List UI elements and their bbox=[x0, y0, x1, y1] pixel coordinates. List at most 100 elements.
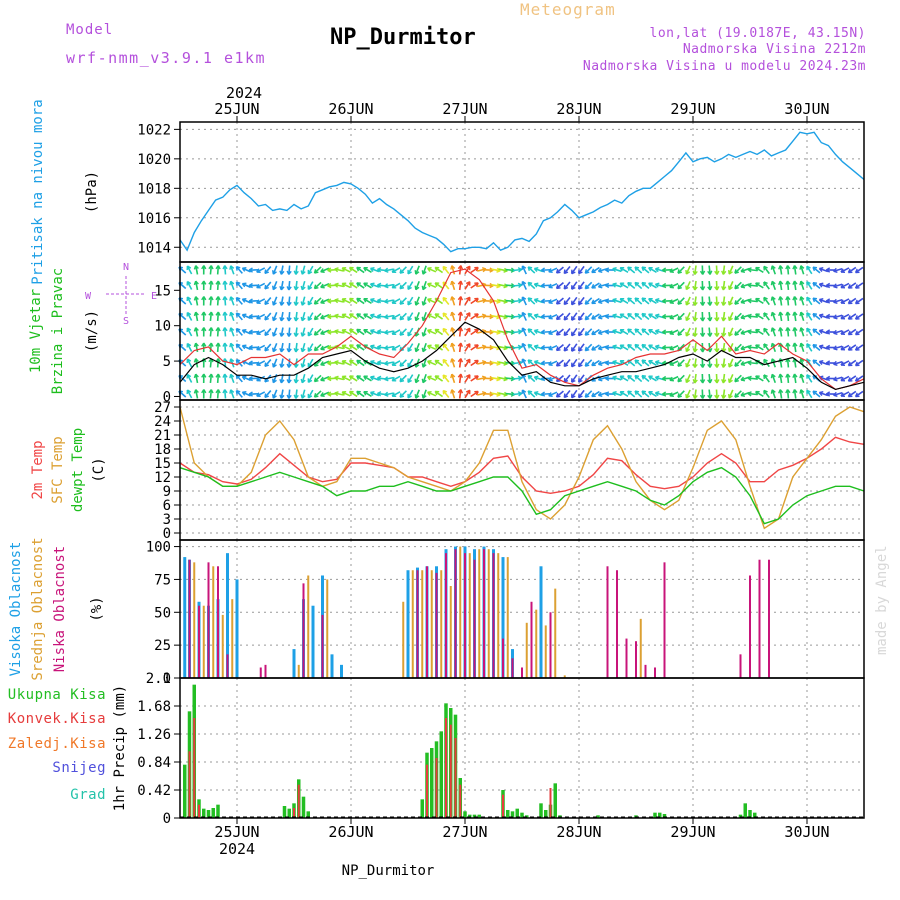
niska-bar bbox=[464, 553, 466, 678]
ytick-label: 21 bbox=[154, 428, 171, 444]
footer-station: NP_Durmitor bbox=[342, 863, 435, 879]
ytick-label: 3 bbox=[163, 512, 171, 528]
clouds-frame bbox=[180, 540, 864, 678]
niska-bar bbox=[189, 560, 191, 678]
ytick-label: 50 bbox=[154, 605, 171, 621]
pressure-frame bbox=[180, 122, 864, 262]
srednja-bar bbox=[231, 599, 233, 678]
visoka-ylabel: Visoka Oblacnost bbox=[8, 542, 24, 677]
srednja-bar bbox=[421, 570, 423, 678]
ytick-label: 1020 bbox=[137, 152, 171, 168]
model-elevation-label: Nadmorska Visina u modelu 2024.23m bbox=[583, 59, 866, 74]
ytick-label: 9 bbox=[163, 484, 171, 500]
konvek-legend: Konvek.Kisa bbox=[8, 711, 106, 727]
compass-e: E bbox=[151, 291, 157, 302]
niska-bar bbox=[217, 566, 219, 678]
niska-ylabel: Niska Oblacnost bbox=[52, 546, 68, 672]
xtick-label-bottom: 29JUN bbox=[670, 823, 715, 841]
ukupna-bar bbox=[744, 803, 748, 818]
ytick-label: 10 bbox=[154, 319, 171, 335]
niska-bar bbox=[260, 667, 262, 678]
ytick-label: 1.68 bbox=[137, 699, 171, 715]
konvek-bar bbox=[445, 718, 447, 818]
precip-unit: 1hr Precip (mm) bbox=[112, 685, 128, 811]
temp2m-ylabel: 2m Temp bbox=[30, 440, 46, 499]
ukupna-bar bbox=[421, 799, 425, 818]
konvek-bar bbox=[550, 788, 552, 818]
precip-frame bbox=[180, 678, 864, 818]
ukupna-legend: Ukupna Kisa bbox=[8, 687, 106, 703]
srednja-bar bbox=[193, 562, 195, 678]
ytick-label: 1018 bbox=[137, 181, 171, 197]
xtick-label-top: 25JUN bbox=[214, 100, 259, 118]
xtick-label-bottom: 27JUN bbox=[442, 823, 487, 841]
konvek-bar bbox=[502, 795, 504, 818]
konvek-bar bbox=[189, 751, 191, 818]
clouds-unit: (%) bbox=[89, 596, 105, 621]
niska-bar bbox=[198, 606, 200, 678]
sfc-line bbox=[180, 407, 864, 528]
konvek-bar bbox=[450, 725, 452, 818]
konvek-bar bbox=[436, 758, 438, 818]
ylabels-group: Pritisak na nivou mora (hPa)10m Vjetar Brz… bbox=[8, 99, 128, 811]
wind-ylabel-1: 10m Vjetar bbox=[28, 289, 44, 373]
niska-bar bbox=[521, 667, 523, 678]
pressure-line bbox=[180, 132, 864, 251]
sfc-ylabel: SFC Temp bbox=[50, 436, 66, 503]
xtick-label-bottom: 25JUN bbox=[214, 823, 259, 841]
model-name: wrf-nmm_v3.9.1 e1km bbox=[66, 49, 266, 67]
visoka-bar bbox=[540, 566, 543, 678]
konvek-bar bbox=[298, 785, 300, 818]
ytick-label: 27 bbox=[154, 400, 171, 416]
niska-bar bbox=[531, 602, 533, 678]
ukupna-bar bbox=[506, 810, 510, 818]
srednja-bar bbox=[402, 602, 404, 678]
ukupna-bar bbox=[216, 805, 220, 818]
ytick-label: 75 bbox=[154, 572, 171, 588]
year-bottom: 2024 bbox=[219, 840, 255, 858]
compass-s: S bbox=[123, 316, 129, 327]
niska-bar bbox=[664, 562, 666, 678]
xtick-label-top: 28JUN bbox=[556, 100, 601, 118]
niska-bar bbox=[417, 570, 419, 678]
niska-bar bbox=[265, 665, 267, 678]
srednja-bar bbox=[326, 579, 328, 678]
niska-bar bbox=[426, 566, 428, 678]
ytick-label: 1016 bbox=[137, 211, 171, 227]
ytick-label: 0.84 bbox=[137, 755, 171, 771]
compass-w: W bbox=[85, 291, 92, 302]
xtick-label-bottom: 26JUN bbox=[328, 823, 373, 841]
coords-label: lon,lat (19.0187E, 43.15N) bbox=[650, 26, 867, 41]
visoka-bar bbox=[183, 557, 186, 678]
ukupna-bar bbox=[283, 806, 287, 818]
ukupna-bar bbox=[539, 803, 543, 818]
ukupna-bar bbox=[440, 731, 444, 818]
snijeg-legend: Snijeg bbox=[52, 760, 106, 776]
xtick-label-top: 29JUN bbox=[670, 100, 715, 118]
srednja-ylabel: Srednja Oblacnost bbox=[30, 537, 46, 680]
ytick-label: 2.1 bbox=[146, 671, 171, 687]
niska-bar bbox=[493, 553, 495, 678]
niska-bar bbox=[502, 639, 504, 678]
srednja-bar bbox=[488, 549, 490, 678]
niska-bar bbox=[455, 549, 457, 678]
compass-n: N bbox=[123, 262, 129, 273]
visoka-bar bbox=[236, 579, 239, 678]
ytick-label: 0.42 bbox=[137, 783, 171, 799]
ytick-label: 1014 bbox=[137, 240, 171, 256]
konvek-bar bbox=[459, 785, 461, 818]
niska-bar bbox=[436, 573, 438, 678]
srednja-bar bbox=[412, 570, 414, 678]
niska-bar bbox=[483, 549, 485, 678]
model-label: Model bbox=[66, 22, 113, 38]
pressure-unit: (hPa) bbox=[84, 171, 100, 213]
niska-bar bbox=[616, 570, 618, 678]
niska-bar bbox=[550, 612, 552, 678]
ytick-label: 5 bbox=[163, 354, 171, 370]
niska-bar bbox=[474, 560, 476, 678]
srednja-bar bbox=[307, 575, 309, 678]
ukupna-bar bbox=[212, 808, 216, 818]
niska-bar bbox=[512, 658, 514, 678]
ytick-label: 6 bbox=[163, 498, 171, 514]
srednja-bar bbox=[526, 623, 528, 678]
